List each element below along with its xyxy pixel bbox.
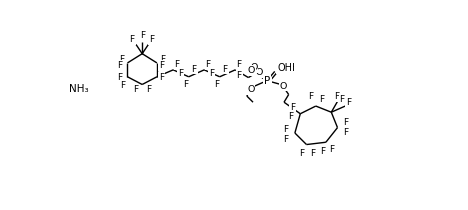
Text: F: F xyxy=(320,95,325,104)
Text: NH₃: NH₃ xyxy=(69,84,89,94)
Text: F: F xyxy=(236,60,241,69)
Text: F: F xyxy=(283,135,288,144)
Text: F: F xyxy=(343,128,348,137)
Text: F: F xyxy=(149,35,154,44)
Text: O: O xyxy=(256,68,263,77)
Text: OH: OH xyxy=(280,63,295,72)
Text: F: F xyxy=(191,65,197,73)
Text: F: F xyxy=(130,35,135,44)
Text: P: P xyxy=(264,78,271,88)
Text: F: F xyxy=(236,71,241,80)
Text: F: F xyxy=(300,149,304,158)
Text: F: F xyxy=(119,55,124,64)
Text: F: F xyxy=(346,98,351,108)
Text: OH: OH xyxy=(277,63,292,73)
Text: F: F xyxy=(205,60,211,69)
Text: O: O xyxy=(247,85,255,94)
Text: F: F xyxy=(329,146,335,154)
Text: F: F xyxy=(320,147,325,156)
Text: O: O xyxy=(279,81,287,91)
Text: P: P xyxy=(264,76,270,86)
Text: F: F xyxy=(288,112,293,121)
Text: F: F xyxy=(214,80,219,89)
Text: F: F xyxy=(139,32,145,41)
Text: F: F xyxy=(343,118,348,127)
Text: F: F xyxy=(178,69,183,78)
Text: F: F xyxy=(223,65,228,73)
Text: F: F xyxy=(133,85,139,94)
Text: O: O xyxy=(250,63,257,72)
Text: O: O xyxy=(248,66,255,75)
Text: F: F xyxy=(183,80,188,89)
Text: F: F xyxy=(310,149,315,158)
Text: F: F xyxy=(209,69,214,78)
Text: F: F xyxy=(146,85,151,94)
Text: F: F xyxy=(120,81,125,90)
Text: F: F xyxy=(159,61,164,70)
Text: F: F xyxy=(308,92,314,101)
Text: F: F xyxy=(117,61,122,70)
Text: F: F xyxy=(175,60,180,69)
Text: F: F xyxy=(117,73,122,82)
Text: F: F xyxy=(334,92,339,101)
Text: F: F xyxy=(290,103,295,112)
Text: F: F xyxy=(283,125,288,134)
Text: F: F xyxy=(161,55,166,64)
Text: F: F xyxy=(159,73,164,82)
Text: F: F xyxy=(340,95,345,104)
